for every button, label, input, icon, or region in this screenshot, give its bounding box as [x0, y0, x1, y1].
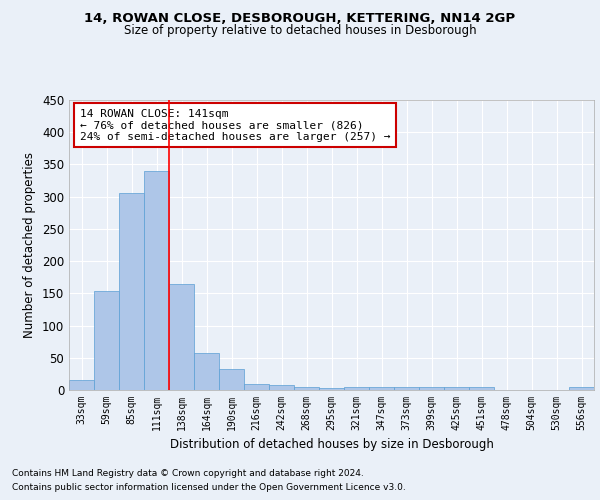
Bar [469, 387, 494, 390]
X-axis label: Distribution of detached houses by size in Desborough: Distribution of detached houses by size … [170, 438, 493, 452]
Bar [419, 387, 444, 390]
Bar [444, 387, 469, 390]
Bar [94, 292, 119, 390]
Bar [69, 380, 94, 390]
Bar [119, 194, 144, 390]
Text: Size of property relative to detached houses in Desborough: Size of property relative to detached ho… [124, 24, 476, 37]
Text: Contains public sector information licensed under the Open Government Licence v3: Contains public sector information licen… [12, 484, 406, 492]
Bar [319, 388, 344, 390]
Text: 14 ROWAN CLOSE: 141sqm
← 76% of detached houses are smaller (826)
24% of semi-de: 14 ROWAN CLOSE: 141sqm ← 76% of detached… [79, 108, 390, 142]
Bar [169, 284, 194, 390]
Bar [344, 388, 369, 390]
Text: Contains HM Land Registry data © Crown copyright and database right 2024.: Contains HM Land Registry data © Crown c… [12, 468, 364, 477]
Bar [294, 387, 319, 390]
Bar [244, 384, 269, 390]
Bar [369, 387, 394, 390]
Bar [144, 171, 169, 390]
Bar [269, 385, 294, 390]
Bar [194, 354, 219, 390]
Bar [569, 387, 594, 390]
Y-axis label: Number of detached properties: Number of detached properties [23, 152, 37, 338]
Bar [394, 387, 419, 390]
Text: 14, ROWAN CLOSE, DESBOROUGH, KETTERING, NN14 2GP: 14, ROWAN CLOSE, DESBOROUGH, KETTERING, … [85, 12, 515, 26]
Bar [219, 368, 244, 390]
